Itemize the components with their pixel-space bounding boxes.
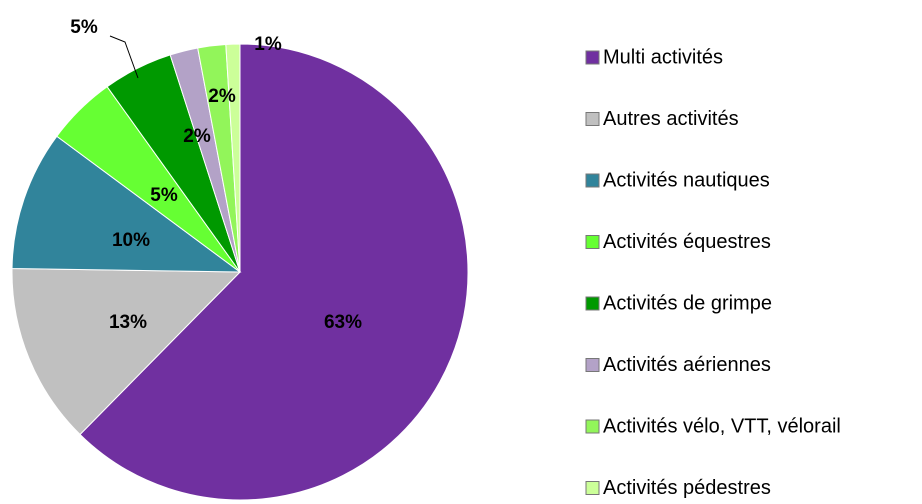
pie-slice — [11, 267, 242, 436]
value-label: 13% — [109, 312, 147, 333]
leader-line — [109, 35, 139, 79]
value-label: 63% — [324, 312, 362, 333]
legend-label: Activités pédestres — [603, 477, 771, 499]
value-label: 10% — [112, 230, 150, 251]
legend-label: Activités vélo, VTT, vélorail — [603, 415, 841, 437]
legend-label: Activités nautiques — [603, 169, 770, 191]
value-label: 2% — [183, 126, 211, 147]
pie-slice — [225, 43, 241, 273]
value-label: 5% — [70, 17, 98, 38]
pie-slice — [79, 43, 469, 501]
legend-label: Multi activités — [603, 46, 723, 68]
legend-label: Activités de grimpe — [603, 292, 772, 314]
legend-label: Autres activités — [603, 108, 739, 130]
value-label: 5% — [150, 185, 178, 206]
legend-swatch — [585, 235, 600, 249]
legend-swatch — [585, 296, 600, 311]
pie-slice — [11, 135, 242, 273]
legend-label: Activités aériennes — [603, 354, 771, 376]
value-label: 2% — [208, 86, 236, 107]
legend-swatch — [585, 112, 600, 126]
legend-swatch — [585, 481, 600, 495]
legend-swatch — [585, 173, 600, 188]
legend-label: Activités équestres — [603, 231, 771, 253]
legend-swatch — [585, 419, 600, 434]
legend-swatch — [585, 358, 600, 372]
legend-swatch — [585, 50, 600, 65]
value-label: 1% — [254, 34, 282, 55]
